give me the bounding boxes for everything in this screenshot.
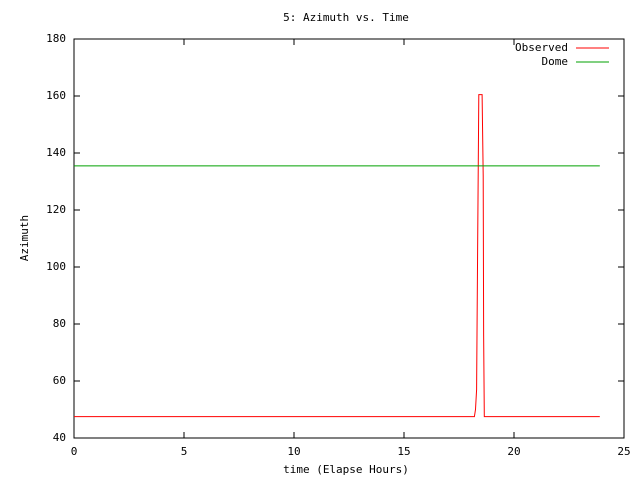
x-tick-label: 15 [397,445,410,458]
x-tick-label: 25 [617,445,630,458]
y-tick-label: 180 [46,32,66,45]
x-tick-label: 0 [71,445,78,458]
y-tick-label: 160 [46,89,66,102]
x-axis-label: time (Elapse Hours) [283,463,409,476]
plot-border [73,38,625,439]
y-tick-label: 100 [46,260,66,273]
y-tick-label: 140 [46,146,66,159]
legend-label: Dome [542,55,569,68]
y-tick-label: 40 [53,431,66,444]
y-axis-label: Azimuth [18,215,31,261]
y-tick-label: 60 [53,374,66,387]
x-tick-label: 10 [287,445,300,458]
series-line [74,94,600,418]
legend-label: Observed [515,41,568,54]
y-tick-label: 80 [53,317,66,330]
y-tick-label: 120 [46,203,66,216]
x-tick-label: 5 [181,445,188,458]
chart-title: 5: Azimuth vs. Time [283,11,409,24]
x-tick-label: 20 [507,445,520,458]
